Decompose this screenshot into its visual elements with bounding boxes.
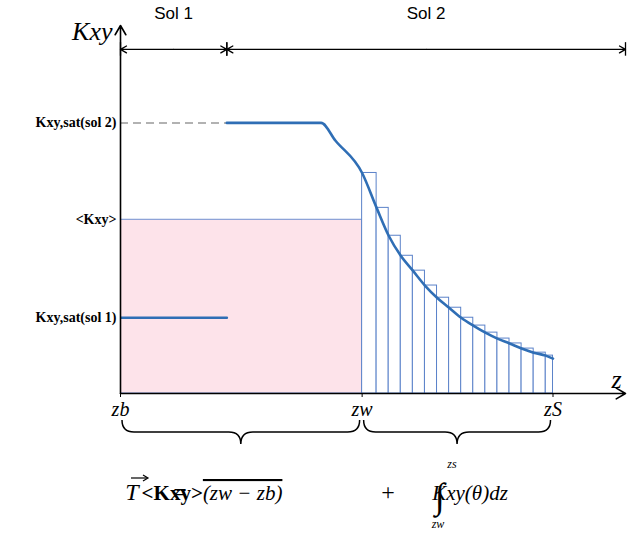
svg-text:z: z: [610, 365, 621, 394]
svg-text:<Kxy>: <Kxy>: [76, 212, 117, 227]
svg-text:T: T: [125, 479, 140, 505]
svg-text:<Kxy>(zw − zb): <Kxy>(zw − zb): [142, 481, 283, 505]
svg-text:Kxy: Kxy: [71, 17, 113, 46]
svg-text:zs: zs: [446, 457, 457, 471]
svg-text:zw: zw: [351, 398, 374, 420]
svg-text:+: +: [381, 479, 395, 505]
svg-text:Kxy,sat(sol 1): Kxy,sat(sol 1): [36, 310, 117, 326]
svg-text:Sol 1: Sol 1: [154, 4, 193, 23]
svg-text:zw: zw: [431, 517, 445, 531]
svg-text:Kxy(θ)dz: Kxy(θ)dz: [431, 481, 508, 505]
svg-text:Kxy,sat(sol 2): Kxy,sat(sol 2): [36, 115, 117, 131]
svg-text:zb: zb: [111, 398, 130, 420]
svg-text:zS: zS: [543, 398, 562, 420]
svg-text:Sol 2: Sol 2: [407, 4, 446, 23]
